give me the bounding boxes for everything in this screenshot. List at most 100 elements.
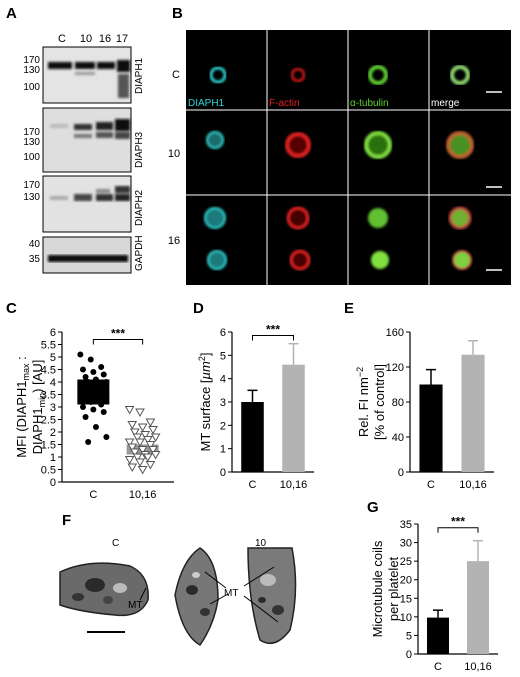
ylabel-sup: −2 [355,367,365,377]
y-tick-label: 1 [50,452,56,464]
marker-170: 170 [23,180,40,191]
data-point [77,396,84,403]
y-tick-label: 0 [398,467,404,479]
bar [461,354,485,472]
significance-label: *** [111,327,125,341]
data-point [92,376,99,383]
bar [241,402,264,472]
y-tick-label: 25 [400,556,412,568]
data-point [145,441,156,450]
y-tick-label: 10 [400,612,412,624]
data-point [137,423,148,433]
x-tick-label: 10,16 [459,479,487,491]
y-axis-label-line2: DIAPH1min) [AU] [30,360,47,455]
y-axis-label: Rel. FI nm−2 [355,367,371,437]
y-tick-label: 4.5 [41,365,56,377]
marker-170: 170 [23,127,40,138]
significance-label: *** [451,515,465,529]
y-tick-label: 5.5 [41,340,56,352]
panel-d-letter: D [193,300,204,317]
y-tick-label: 0 [220,467,226,479]
bar [467,561,489,654]
ylabel-part: MT surface [ [198,379,213,451]
lane-labels: C 10 16 17 [58,33,128,45]
data-point [90,369,97,375]
y-tick-label: 0 [50,477,56,489]
y-tick-label: 30 [400,538,412,550]
cell-row-c [209,65,502,93]
x-tick-label: 10,16 [280,479,308,491]
x-tick-label: C [427,479,435,491]
panel-c-letter: C [6,300,17,317]
panel-a-letter: A [6,5,17,22]
y-tick-label: 0.5 [41,465,56,477]
data-point [103,434,110,440]
y-tick-label: 5 [220,350,226,362]
data-point [82,414,89,420]
data-point [79,404,86,410]
ylabel-part: Rel. FI nm [356,377,371,437]
bar [419,384,443,472]
y-tick-label: 1 [220,444,226,456]
y-tick-label: 2 [220,420,226,432]
y-axis-label: MFI (DIAPH1max : [14,356,31,458]
data-point [124,456,135,465]
data-point [145,418,156,428]
y-tick-label: 35 [400,519,412,531]
marker-170: 170 [23,55,40,66]
row-label-10: 10 [168,148,180,160]
x-tick-label: 10,16 [464,661,492,673]
y-tick-label: 3 [220,397,226,409]
data-point [103,379,110,385]
y-tick-label: 5 [50,352,56,364]
x-tick-label: C [89,489,97,501]
y-tick-label: 3.5 [41,390,56,402]
data-point [79,386,86,393]
blot-label-gapdh: GAPDH [134,235,145,271]
data-point [145,461,156,470]
y-tick-label: 80 [392,397,404,409]
data-point [127,443,138,453]
data-point [135,438,145,448]
blot-label-diaph1: DIAPH1 [134,57,145,94]
data-point [135,458,145,468]
significance-bracket [252,335,294,341]
data-point [150,451,161,460]
data-point [85,379,92,385]
y-tick-label: 2 [50,427,56,439]
data-point [95,381,102,388]
data-point [129,428,140,438]
data-point [148,426,158,435]
data-point [132,433,143,443]
data-point [100,389,107,395]
y-axis-label-line2: per platelet [386,556,401,621]
data-point [124,406,135,415]
row-label-16: 16 [168,235,180,247]
y-axis-label: MT surface [µm2] [197,353,213,452]
x-tick-label: C [249,479,257,491]
blot-gapdh: 40 35 GAPDH [29,235,145,274]
data-point [132,453,143,463]
data-point [127,463,138,473]
lane-label-16: 16 [99,33,111,45]
em-label-c: C [112,538,119,549]
data-point [79,366,86,373]
ylabel-sup: 2 [197,356,207,361]
significance-label: *** [266,323,280,337]
y-tick-label: 6 [220,327,226,339]
data-point [129,448,140,458]
y-tick-label: 1.5 [41,440,56,452]
data-point [92,424,99,430]
ylabel-part: ) [AU] [30,360,45,393]
y-tick-label: 120 [386,362,404,374]
data-point [87,356,94,363]
y-tick-label: 6 [50,327,56,339]
y-tick-label: 40 [392,432,404,444]
data-point [95,396,102,403]
bar [282,364,305,472]
marker-130: 130 [23,137,40,148]
mt-label-left: MT [128,600,142,611]
